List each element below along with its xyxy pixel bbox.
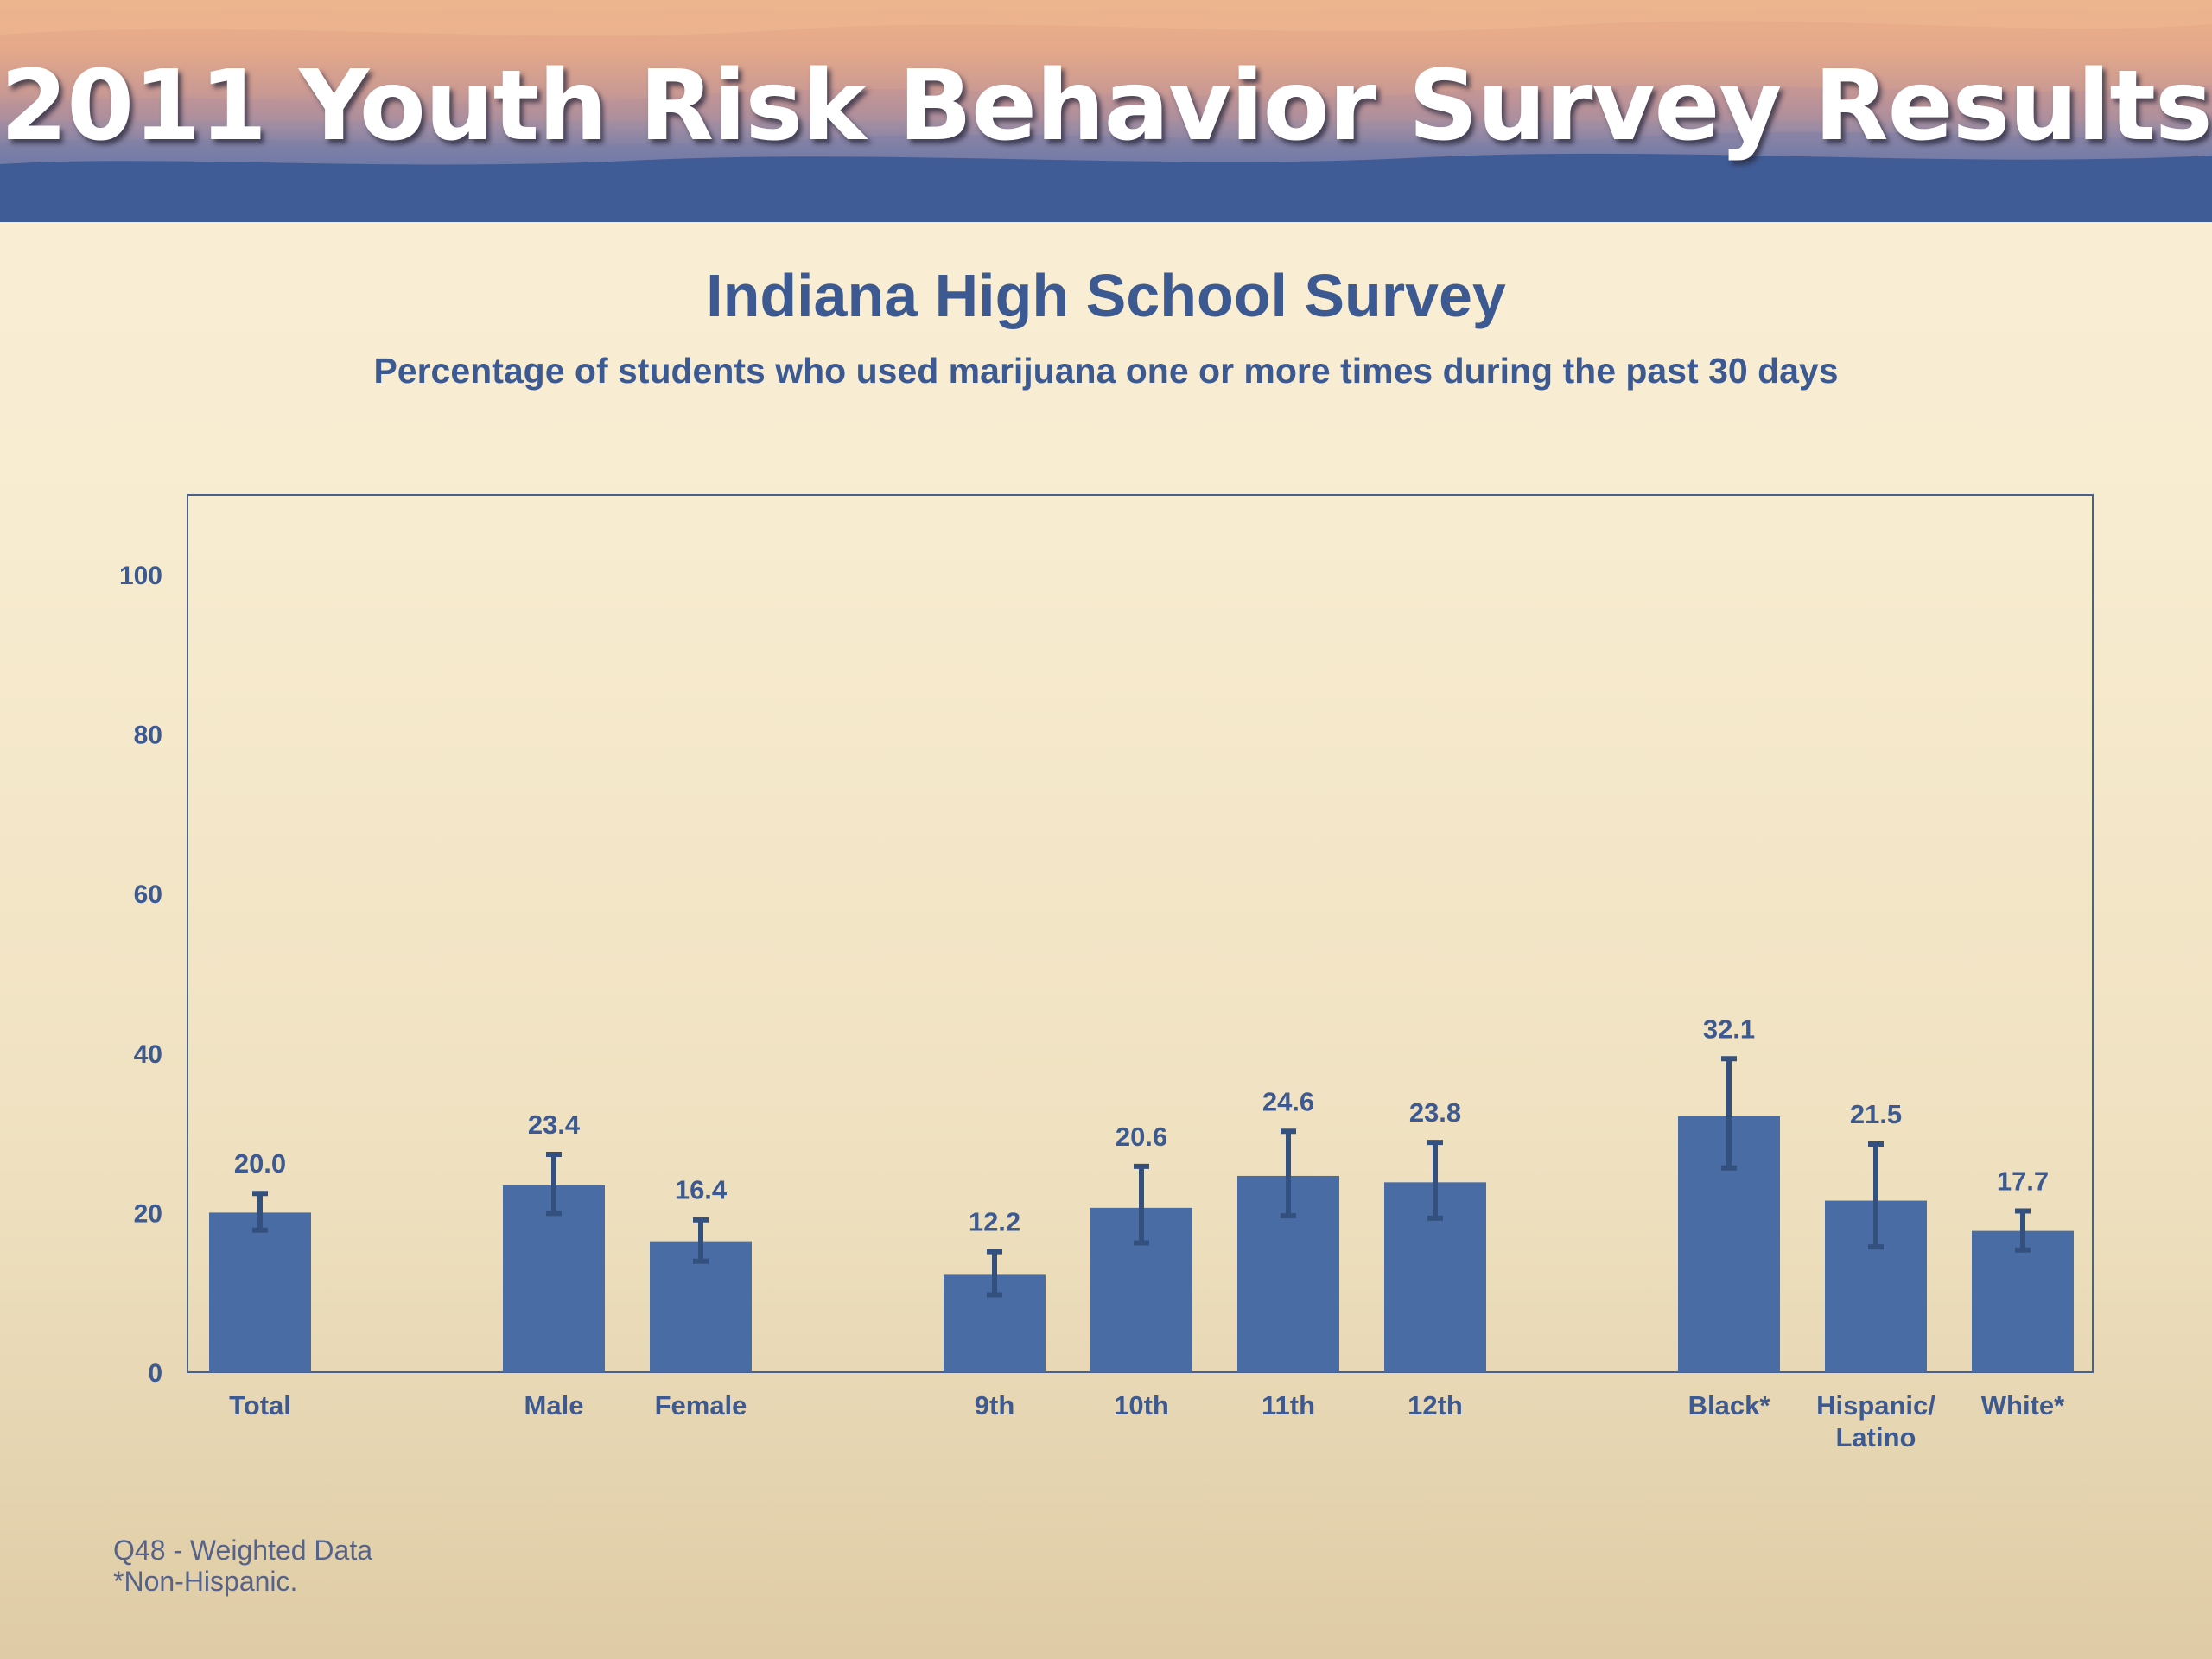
data-label: 32.1: [1703, 1014, 1755, 1044]
bar: [209, 1212, 311, 1372]
y-tick-label: 60: [134, 880, 162, 909]
bar: [1972, 1230, 2074, 1372]
slide-header: 2011 Youth Risk Behavior Survey Results: [0, 0, 2212, 222]
y-tick-label: 40: [134, 1040, 162, 1069]
data-label: 23.8: [1409, 1097, 1461, 1128]
data-label: 20.6: [1116, 1122, 1167, 1152]
data-label: 23.4: [528, 1109, 581, 1140]
bar: [503, 1185, 605, 1372]
x-tick-label: White*: [1981, 1390, 2065, 1421]
x-tick-label: Hispanic/Latino: [1816, 1390, 1936, 1452]
data-label: 24.6: [1262, 1086, 1314, 1116]
data-label: 12.2: [969, 1207, 1020, 1237]
slide-title: 2011 Youth Risk Behavior Survey Results: [0, 50, 2212, 162]
x-tick-label: 12th: [1408, 1390, 1463, 1421]
y-tick-label: 100: [119, 562, 162, 590]
x-tick-label: Male: [524, 1390, 584, 1421]
x-tick-label: 11th: [1262, 1390, 1315, 1421]
x-tick-label: Female: [655, 1390, 747, 1421]
data-label: 21.5: [1850, 1099, 1902, 1129]
data-label: 20.0: [234, 1148, 286, 1179]
header-mountains-background: [0, 0, 2212, 222]
footnote-non-hispanic: *Non-Hispanic.: [113, 1566, 298, 1597]
y-tick-label: 0: [148, 1359, 162, 1388]
footnote-weighted-data: Q48 - Weighted Data: [113, 1535, 373, 1566]
data-label: 16.4: [675, 1175, 728, 1205]
chart-title: Indiana High School Survey: [706, 262, 1506, 329]
data-label: 17.7: [1997, 1166, 2049, 1197]
x-tick-label: 9th: [975, 1390, 1015, 1421]
x-tick-label: Total: [229, 1390, 291, 1421]
chart-subtitle: Percentage of students who used marijuan…: [373, 351, 1839, 391]
y-tick-label: 80: [134, 721, 162, 750]
x-tick-label: 10th: [1114, 1390, 1169, 1421]
y-tick-label: 20: [134, 1199, 162, 1228]
x-tick-label: Black*: [1688, 1390, 1771, 1421]
